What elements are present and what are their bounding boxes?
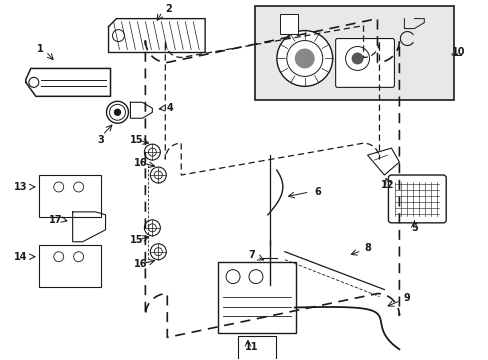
Text: 9: 9 <box>403 293 410 302</box>
Text: 2: 2 <box>164 4 171 14</box>
Text: 7: 7 <box>248 250 255 260</box>
Circle shape <box>114 109 120 115</box>
Ellipse shape <box>106 101 128 123</box>
Text: 5: 5 <box>410 223 417 233</box>
Bar <box>39 245 101 287</box>
Text: 16: 16 <box>133 158 147 168</box>
Text: 4: 4 <box>166 103 173 113</box>
Text: 10: 10 <box>451 48 465 58</box>
Circle shape <box>144 144 160 160</box>
Circle shape <box>150 244 166 260</box>
FancyBboxPatch shape <box>335 39 394 87</box>
Text: 14: 14 <box>14 252 27 262</box>
Text: 12: 12 <box>380 180 393 190</box>
Bar <box>254 6 453 100</box>
Bar <box>39 175 101 217</box>
Text: 13: 13 <box>14 182 27 192</box>
Bar <box>238 336 275 360</box>
Bar <box>218 262 295 333</box>
Text: 1: 1 <box>38 44 44 54</box>
Text: 3: 3 <box>97 135 104 145</box>
Bar <box>279 14 297 33</box>
Polygon shape <box>367 148 399 175</box>
Text: 17: 17 <box>49 215 62 225</box>
Text: 8: 8 <box>364 243 370 253</box>
Text: 6: 6 <box>314 187 321 197</box>
Circle shape <box>294 49 314 68</box>
Circle shape <box>144 220 160 236</box>
Text: 15: 15 <box>129 135 143 145</box>
Text: 15: 15 <box>129 235 143 245</box>
Circle shape <box>150 167 166 183</box>
Circle shape <box>276 31 332 86</box>
FancyBboxPatch shape <box>387 175 446 223</box>
Circle shape <box>351 53 363 64</box>
Text: 11: 11 <box>244 342 258 352</box>
Text: 16: 16 <box>133 259 147 269</box>
